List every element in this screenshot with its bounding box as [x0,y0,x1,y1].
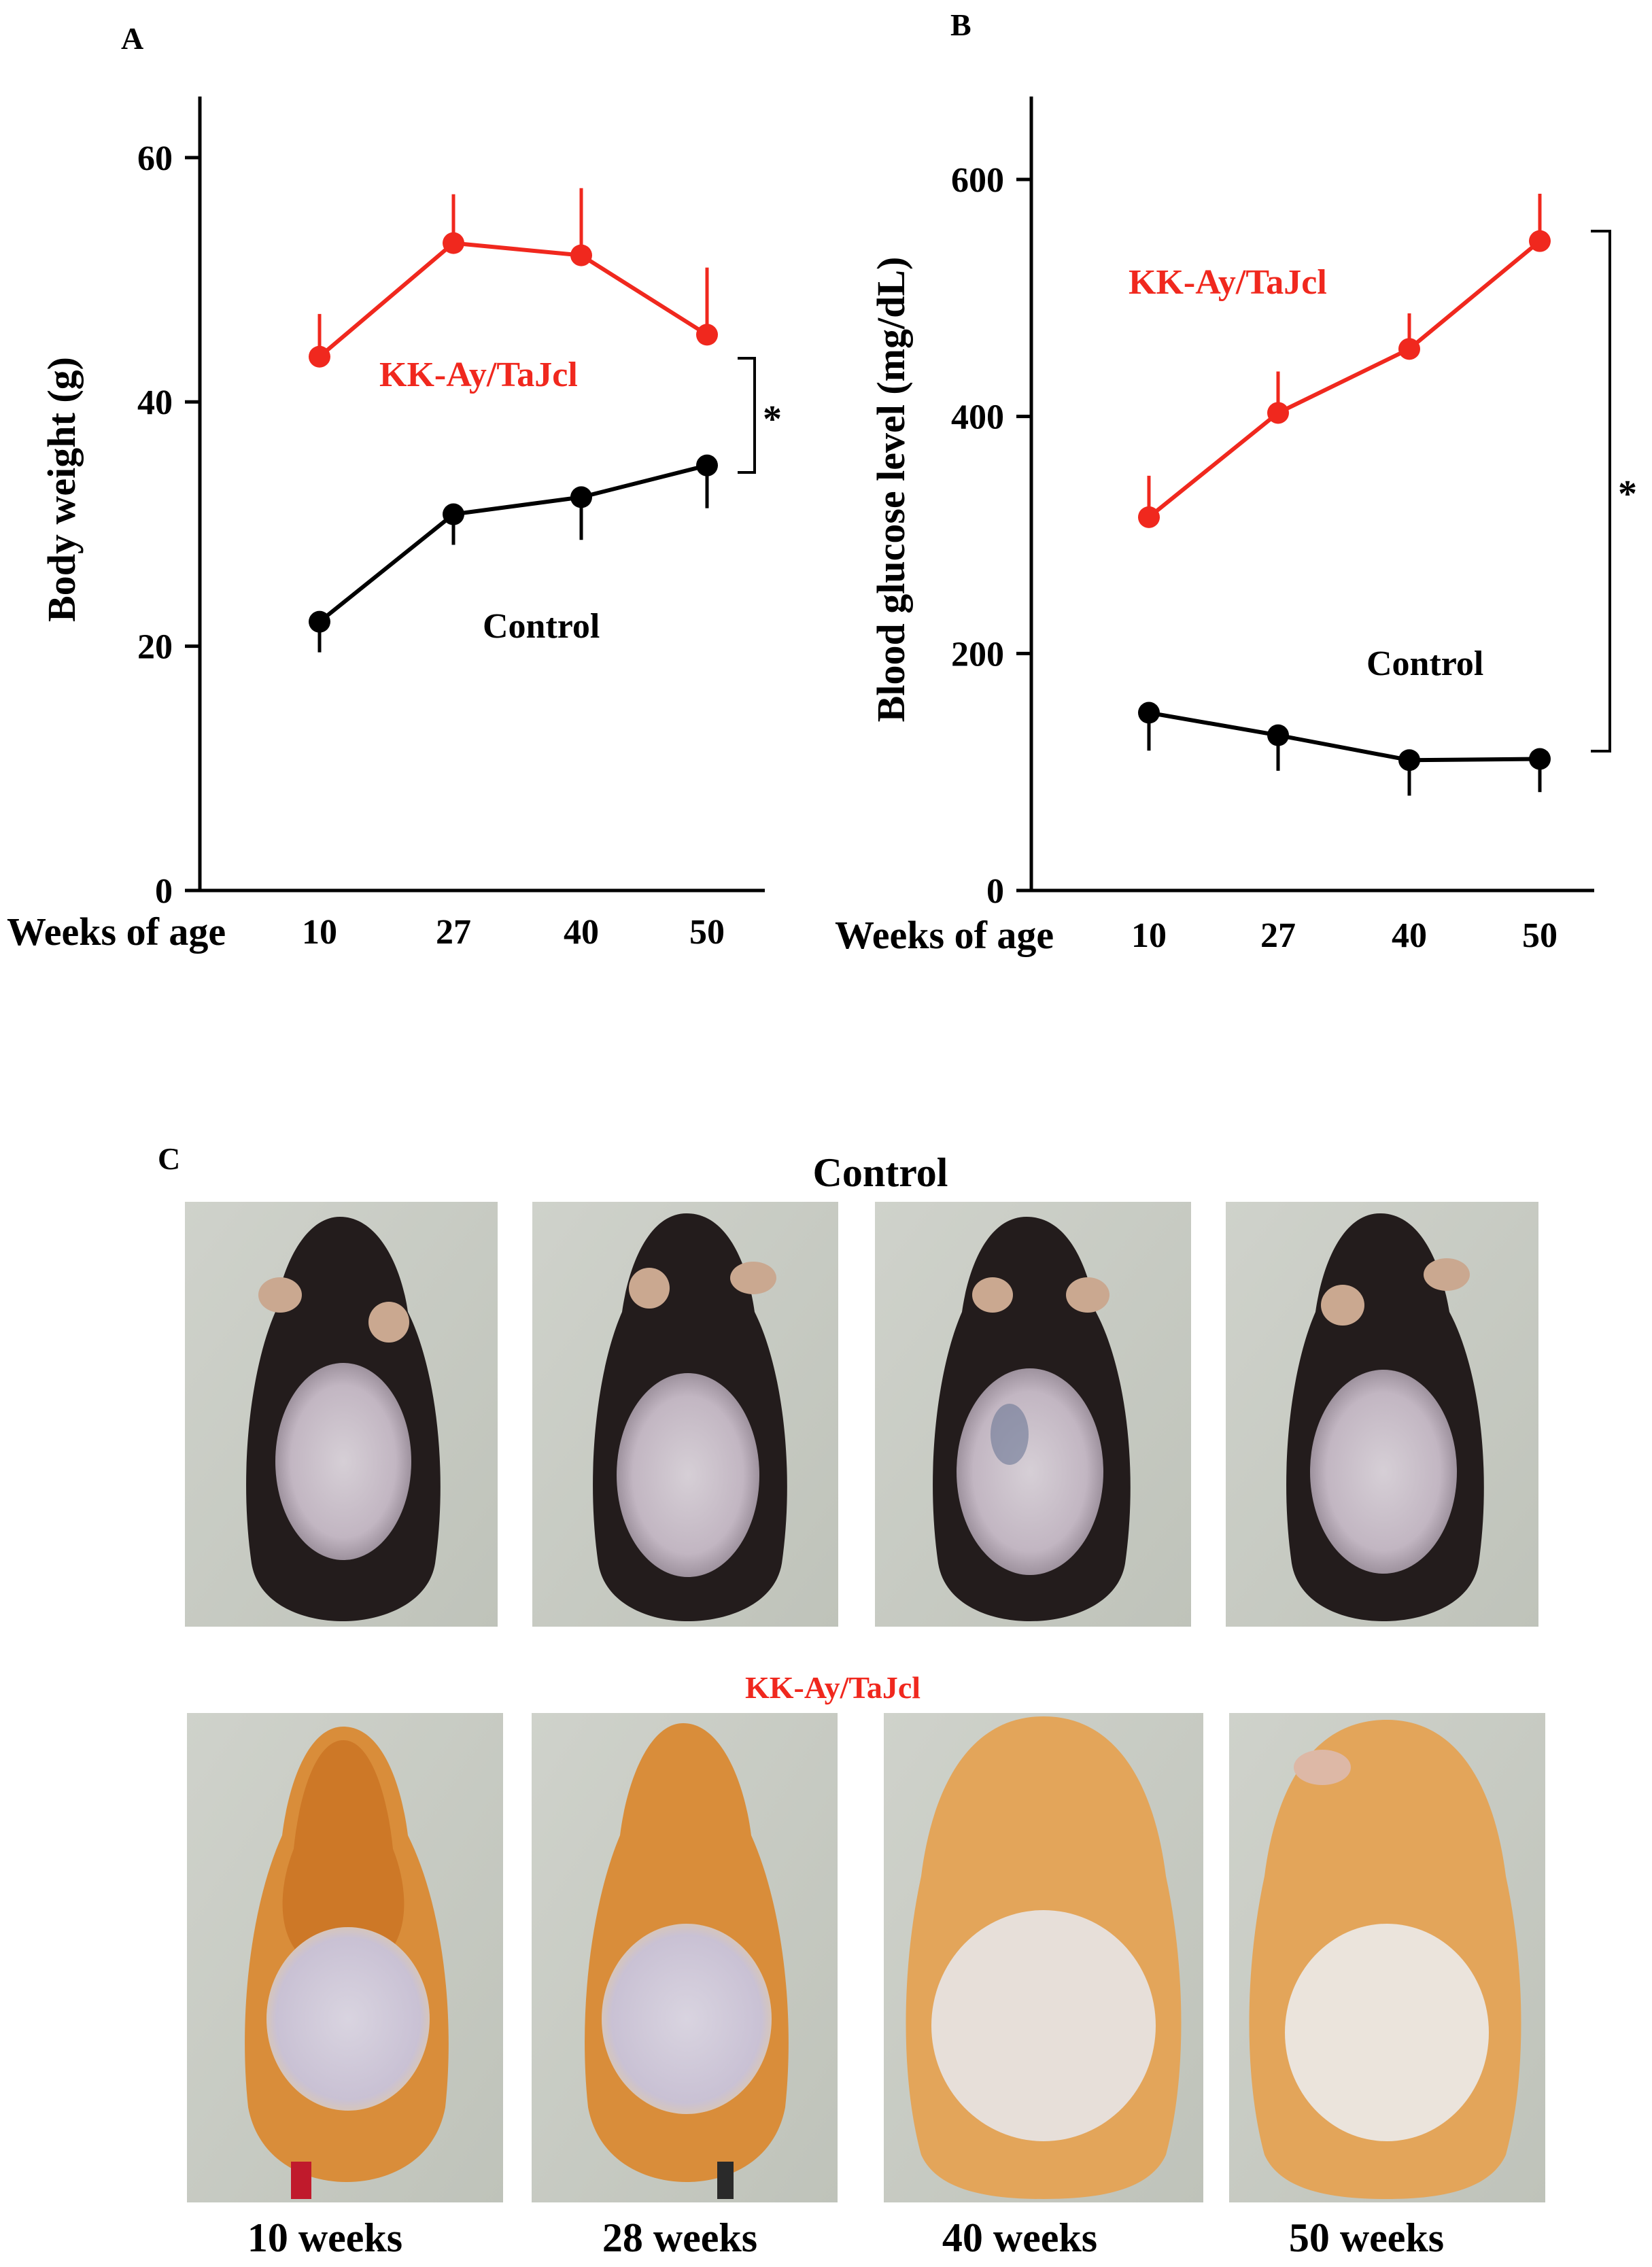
data-point [1138,702,1160,724]
y-axis-label: Body weight (g) [39,357,84,622]
y-tick-label: 60 [137,139,173,178]
panel-letter-b: B [950,7,971,42]
data-point [309,345,330,368]
x-tick-label: 40 [1392,916,1427,955]
x-tick-label: 27 [436,913,471,952]
photo-kk-40w [884,1713,1203,2202]
chart-body-weight: Body weight (g) Weeks of age 0 20 40 60 10 2… [7,97,782,954]
data-point [1398,749,1420,772]
y-tick-label: 0 [986,872,1004,911]
photo-control-10w [185,1202,498,1627]
series-group [309,188,718,653]
series-label-kk: KK-Ay/TaJcl [1129,263,1327,302]
y-axis-label: Blood glucose level (mg/dL) [869,257,913,723]
x-tick-label: 40 [564,913,599,952]
photo-kk-28w [532,1713,838,2202]
data-point [1267,724,1289,746]
kk-photo-row [187,1713,1545,2202]
y-tick-label: 600 [951,161,1004,200]
series-line [318,463,708,624]
data-point [1267,402,1289,424]
data-point [696,454,718,477]
control-photo-row [185,1202,1538,1627]
y-tick-label: 0 [155,872,173,911]
photo-control-28w [532,1202,838,1627]
y-tick-label: 200 [951,635,1004,674]
y-tick-label: 40 [137,383,173,422]
chart-blood-glucose: Blood glucose level (mg/dL) Weeks of age… [835,97,1637,957]
photo-kk-50w [1229,1713,1545,2202]
week-label-40: 40 weeks [942,2215,1097,2260]
series-group [1138,193,1551,796]
data-point [696,324,718,346]
x-axis-label: Weeks of age [7,910,226,954]
y-tick-label: 20 [137,628,173,667]
y-ticks: 0 20 40 60 [137,139,200,911]
series-line [318,241,708,359]
x-tick-label: 10 [302,913,337,952]
data-point [1398,338,1420,360]
x-tick-label: 50 [689,913,725,952]
data-point [1529,230,1551,252]
week-label-10: 10 weeks [247,2215,402,2260]
significance-bracket [1591,230,1611,752]
x-axis-label: Weeks of age [835,913,1054,957]
y-ticks: 0 200 400 600 [951,161,1031,911]
x-ticks: 10 27 40 50 [1131,916,1558,955]
x-tick-label: 27 [1260,916,1296,955]
series-label-kk: KK-Ay/TaJcl [379,356,578,394]
data-point [1529,748,1551,770]
week-label-28: 28 weeks [602,2215,757,2260]
data-point [570,486,592,508]
series-line [1148,239,1541,519]
data-point [443,503,464,525]
x-tick-label: 10 [1131,916,1167,955]
week-label-50: 50 weeks [1289,2215,1444,2260]
data-point [1138,506,1160,528]
x-ticks: 10 27 40 50 [302,913,725,952]
panel-letter-a: A [121,21,143,56]
series-label-control: Control [483,607,600,646]
series-label-control: Control [1366,644,1483,683]
control-row-label: Control [813,1150,948,1195]
data-point [443,232,464,254]
significance-marker: * [1618,473,1637,515]
photo-control-40w [875,1202,1191,1627]
series-line [1148,710,1541,763]
photo-kk-10w [187,1713,503,2202]
y-tick-label: 400 [951,398,1004,437]
panel-letter-c: C [158,1141,180,1176]
data-point [570,244,592,266]
significance-marker: * [763,398,782,440]
kk-row-label: KK-Ay/TaJcl [745,1670,920,1705]
x-tick-label: 50 [1522,916,1558,955]
photo-control-50w [1226,1202,1538,1627]
significance-bracket [738,357,756,474]
data-point [309,610,330,633]
